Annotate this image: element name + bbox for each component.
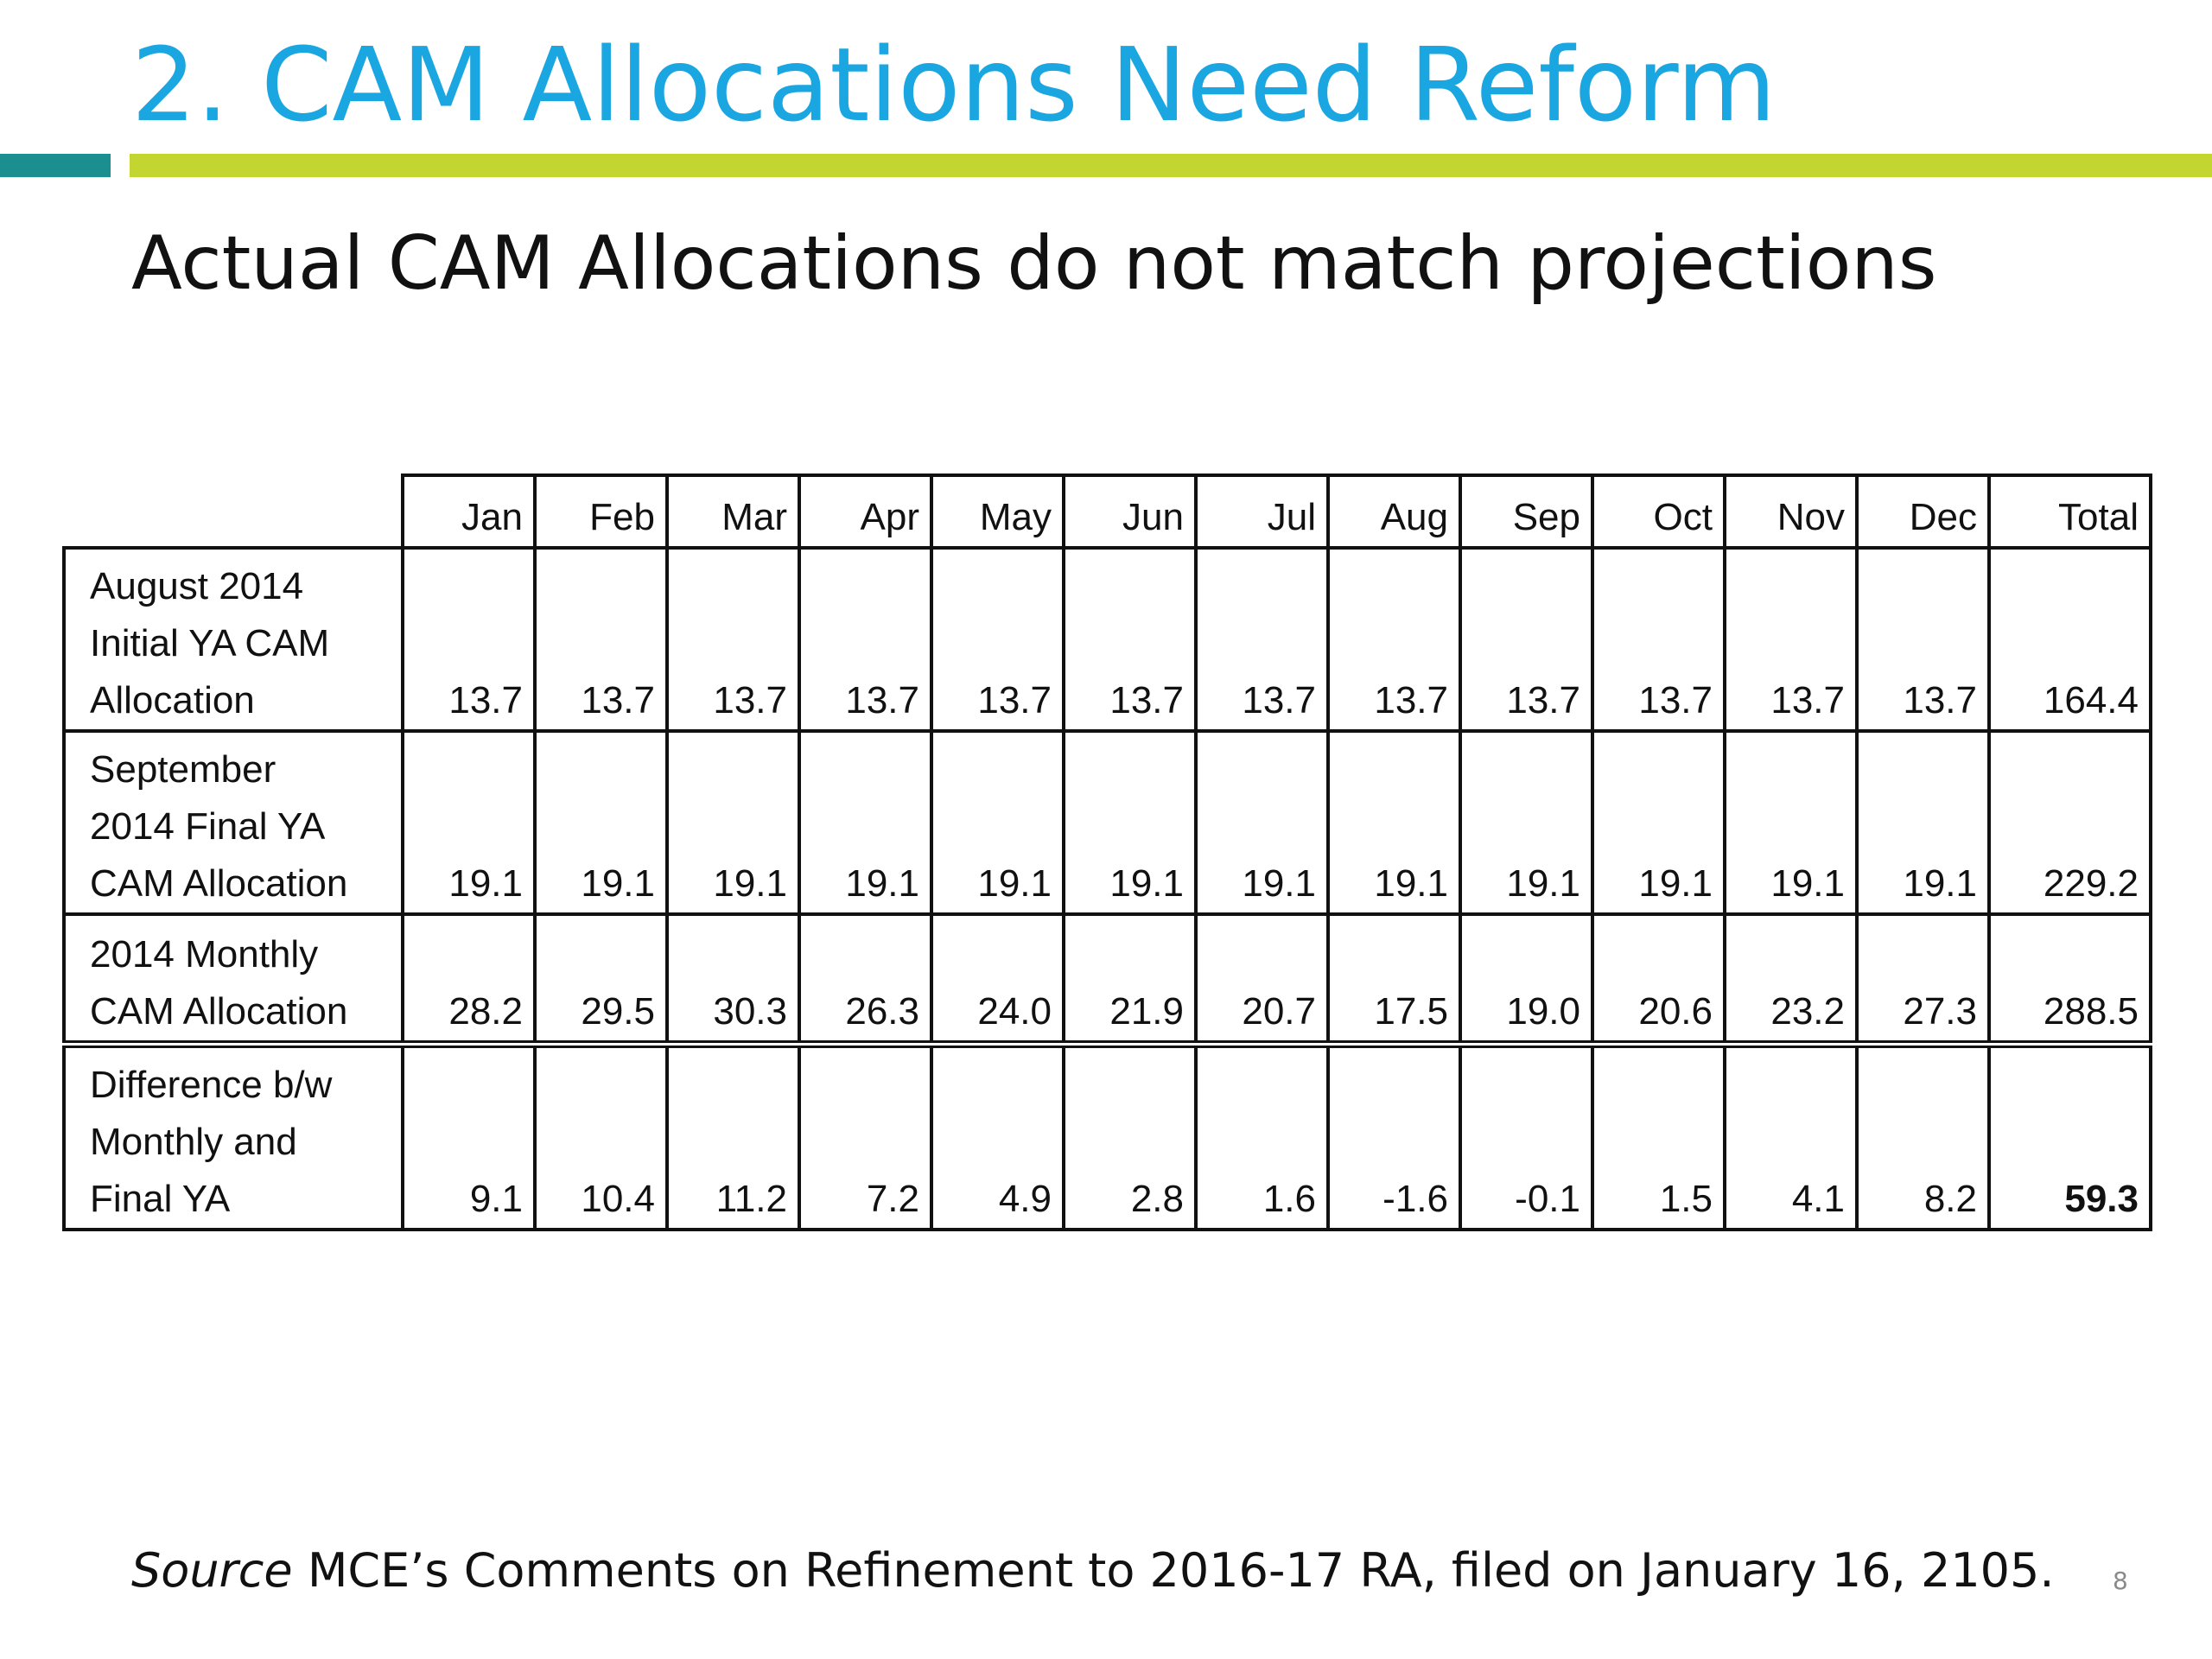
table-cell: 30.3 — [665, 912, 801, 1046]
table-cell: 19.1 — [1855, 729, 1991, 916]
column-header: Aug — [1326, 474, 1462, 550]
table-cell: 1.5 — [1591, 1040, 1726, 1231]
column-header: Jan — [401, 474, 537, 550]
table-cell: 21.9 — [1062, 912, 1198, 1046]
table-header-row: Jan Feb Mar Apr May Jun Jul Aug Sep Oct … — [64, 474, 2152, 550]
table-cell: 23.2 — [1723, 912, 1859, 1046]
table-cell: 13.7 — [798, 546, 933, 733]
table-cell: 28.2 — [401, 912, 537, 1046]
table-cell: 11.2 — [665, 1040, 801, 1231]
table-cell: 1.6 — [1194, 1040, 1330, 1231]
column-header: Oct — [1591, 474, 1726, 550]
column-header: Apr — [798, 474, 933, 550]
table-cell: 13.7 — [1326, 546, 1462, 733]
column-header-total: Total — [1987, 474, 2152, 550]
table-cell: 13.7 — [1855, 546, 1991, 733]
column-header: Jun — [1062, 474, 1198, 550]
table-cell: 13.7 — [533, 546, 669, 733]
column-header: Dec — [1855, 474, 1991, 550]
table-cell: 19.1 — [1062, 729, 1198, 916]
table-cell: -1.6 — [1326, 1040, 1462, 1231]
table-cell: 13.7 — [930, 546, 1065, 733]
table-cell: 13.7 — [1459, 546, 1594, 733]
column-header: Nov — [1723, 474, 1859, 550]
table-cell: 19.0 — [1459, 912, 1594, 1046]
table-cell: 19.1 — [1723, 729, 1859, 916]
source-note: Source MCE’s Comments on Refinement to 2… — [131, 1540, 2055, 1602]
table-cell: 19.1 — [401, 729, 537, 916]
table-cell: 13.7 — [1591, 546, 1726, 733]
row-label: 2014 Monthly CAM Allocation — [62, 912, 404, 1046]
table-cell-total: 229.2 — [1987, 729, 2152, 916]
table-cell: 7.2 — [798, 1040, 933, 1231]
table-cell: 24.0 — [930, 912, 1065, 1046]
table-cell-total: 59.3 — [1987, 1040, 2152, 1231]
column-header: Sep — [1459, 474, 1594, 550]
slide-subtitle: Actual CAM Allocations do not match proj… — [131, 220, 1937, 307]
column-header: Feb — [533, 474, 669, 550]
source-label: Source — [131, 1543, 293, 1598]
source-text: MCE’s Comments on Refinement to 2016-17 … — [292, 1543, 2055, 1598]
table-cell: 20.7 — [1194, 912, 1330, 1046]
page-number: 8 — [2113, 1567, 2128, 1595]
table-cell: 19.1 — [665, 729, 801, 916]
table-cell: 19.1 — [798, 729, 933, 916]
table-cell: 13.7 — [401, 546, 537, 733]
table-cell-total: 164.4 — [1987, 546, 2152, 733]
table-cell: 19.1 — [533, 729, 669, 916]
table-cell: 10.4 — [533, 1040, 669, 1231]
table-cell: 19.1 — [1591, 729, 1726, 916]
table-cell: 9.1 — [401, 1040, 537, 1231]
title-rule-teal — [0, 154, 111, 177]
table-row: September 2014 Final YA CAM Allocation 19.… — [62, 729, 2152, 916]
cam-allocation-table: Jan Feb Mar Apr May Jun Jul Aug Sep Oct … — [62, 474, 2152, 1231]
table-cell: 13.7 — [1723, 546, 1859, 733]
table-cell-total: 288.5 — [1987, 912, 2152, 1046]
table-cell: 13.7 — [1194, 546, 1330, 733]
table-cell: 2.8 — [1062, 1040, 1198, 1231]
title-rule-green — [130, 154, 2212, 177]
table-cell: 27.3 — [1855, 912, 1991, 1046]
column-header: May — [930, 474, 1065, 550]
column-header: Mar — [665, 474, 801, 550]
table-cell: 13.7 — [665, 546, 801, 733]
table-cell: 29.5 — [533, 912, 669, 1046]
table-cell: 4.9 — [930, 1040, 1065, 1231]
table-cell: 8.2 — [1855, 1040, 1991, 1231]
table-cell: 17.5 — [1326, 912, 1462, 1046]
table-cell: 13.7 — [1062, 546, 1198, 733]
column-header: Jul — [1194, 474, 1330, 550]
table-cell: 19.1 — [1459, 729, 1594, 916]
slide-title: 2. CAM Allocations Need Reform — [131, 25, 1777, 144]
row-label: Difference b/w Monthly and Final YA — [62, 1040, 404, 1231]
table-cell: 19.1 — [1194, 729, 1330, 916]
table-row: 2014 Monthly CAM Allocation 28.2 29.5 30.… — [62, 912, 2152, 1046]
table-row: Difference b/w Monthly and Final YA 9.1 10… — [62, 1040, 2152, 1231]
table-cell: -0.1 — [1459, 1040, 1594, 1231]
table-cell: 19.1 — [1326, 729, 1462, 916]
table-corner-cell — [64, 475, 404, 550]
row-label: September 2014 Final YA CAM Allocation — [62, 729, 404, 916]
table-row: August 2014 Initial YA CAM Allocation 13.7… — [62, 546, 2152, 733]
table-cell: 4.1 — [1723, 1040, 1859, 1231]
table-cell: 26.3 — [798, 912, 933, 1046]
row-label: August 2014 Initial YA CAM Allocation — [62, 546, 404, 733]
table-cell: 19.1 — [930, 729, 1065, 916]
table-cell: 20.6 — [1591, 912, 1726, 1046]
